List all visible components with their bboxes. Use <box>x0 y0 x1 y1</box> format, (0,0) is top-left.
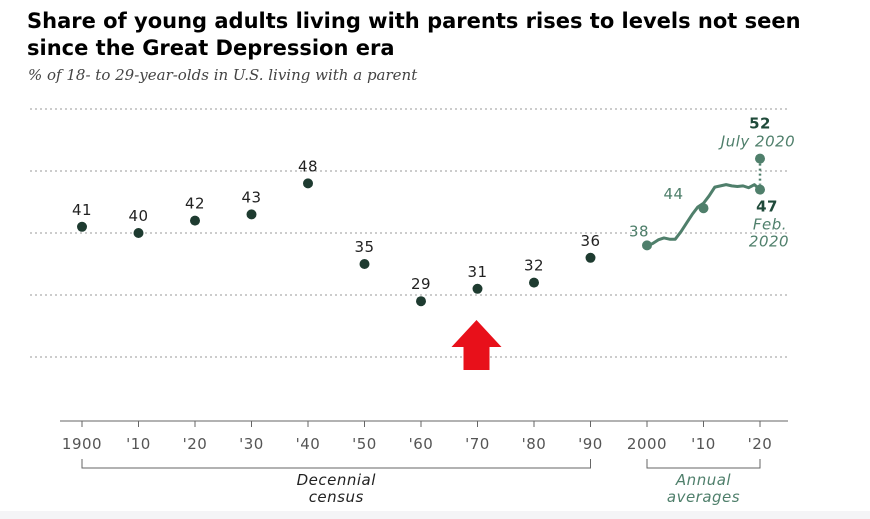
data-point-census-1920 <box>190 215 200 226</box>
group-label: Decennial <box>297 471 377 489</box>
group-bracket-1 <box>646 459 761 469</box>
data-label: 41 <box>72 201 92 219</box>
x-tick-label: '20 <box>748 435 773 453</box>
x-tick-label: '40 <box>296 435 321 453</box>
group-label: Annual <box>675 471 731 489</box>
group-bracket-0 <box>81 459 591 469</box>
data-point-july-2020 <box>755 153 765 164</box>
group-label: census <box>309 488 364 506</box>
x-tick-label: '10 <box>691 435 716 453</box>
date-label: Feb. <box>753 216 787 234</box>
data-label: 31 <box>467 263 487 281</box>
x-tick-label: '80 <box>522 435 547 453</box>
data-label: 38 <box>629 222 649 240</box>
x-tick-label: 1900 <box>62 435 102 453</box>
x-tick-label: '10 <box>126 435 151 453</box>
data-point-census-1950 <box>359 259 370 269</box>
data-point-feb-2020 <box>755 184 765 195</box>
data-point-census-1900 <box>77 221 87 232</box>
data-label: 44 <box>663 185 683 203</box>
group-label: averages <box>667 488 740 506</box>
date-label: 2020 <box>749 233 789 251</box>
data-label: 35 <box>354 238 374 256</box>
x-tick-label: '20 <box>183 435 208 453</box>
data-label: 48 <box>298 157 318 175</box>
data-label: 43 <box>241 188 261 206</box>
data-label: 36 <box>580 232 600 250</box>
x-tick-label: '70 <box>465 435 490 453</box>
data-label: 42 <box>185 195 205 213</box>
data-point-census-1990 <box>585 252 596 263</box>
data-label: 52 <box>749 115 771 133</box>
data-label: 29 <box>411 275 431 293</box>
data-point-census-1910 <box>133 228 144 238</box>
data-point-annual-2010 <box>698 203 709 214</box>
data-point-census-1980 <box>529 277 539 288</box>
data-label: 32 <box>524 257 544 275</box>
chart-subtitle: % of 18- to 29-year-olds in U.S. living … <box>28 66 418 84</box>
data-point-census-1940 <box>303 178 313 189</box>
data-label: 47 <box>756 198 778 216</box>
data-point-census-1970 <box>472 283 483 294</box>
x-tick-label: 2000 <box>627 435 667 453</box>
date-label: July 2020 <box>718 133 795 151</box>
x-tick-label: '60 <box>409 435 434 453</box>
data-point-census-1930 <box>246 209 257 220</box>
data-label: 40 <box>128 207 148 225</box>
chart-title: Share of young adults living with parent… <box>27 9 801 60</box>
x-tick-label: '30 <box>239 435 264 453</box>
footer-strip <box>0 511 870 519</box>
x-tick-label: '90 <box>578 435 603 453</box>
data-point-annual-2000 <box>642 240 652 251</box>
annotation-arrow-up <box>451 320 502 370</box>
x-tick-label: '50 <box>352 435 377 453</box>
data-point-census-1960 <box>416 296 426 307</box>
